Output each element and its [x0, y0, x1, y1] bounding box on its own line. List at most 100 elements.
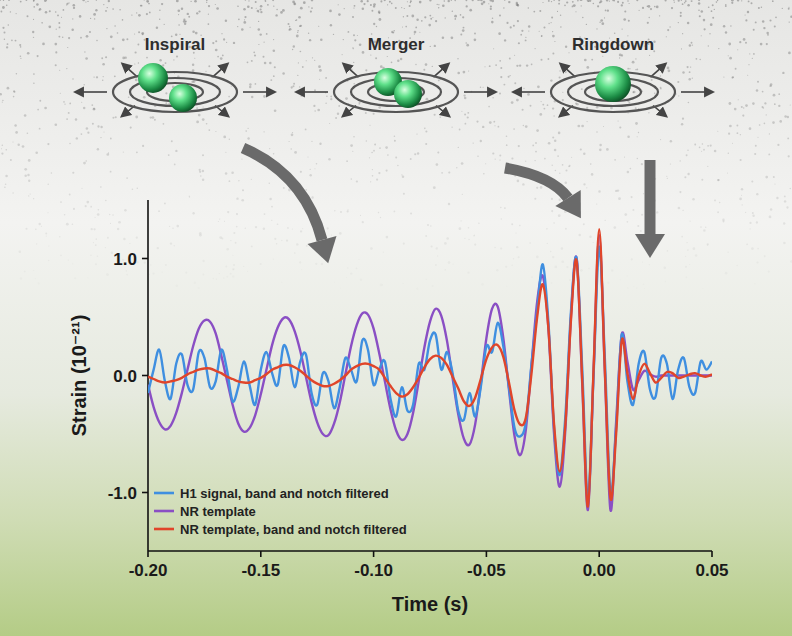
speckle	[35, 228, 37, 230]
speckle	[87, 132, 89, 134]
speckle	[140, 5, 142, 7]
speckle	[448, 203, 451, 206]
speckle	[1, 148, 2, 149]
speckle	[584, 59, 587, 62]
speckle	[227, 211, 229, 213]
speckle	[548, 142, 551, 145]
speckle	[714, 150, 717, 153]
speckle	[161, 272, 162, 273]
speckle	[20, 56, 22, 58]
speckle	[438, 4, 439, 5]
speckle	[281, 240, 282, 241]
speckle	[477, 155, 479, 157]
speckle	[103, 76, 104, 77]
speckle	[569, 165, 571, 167]
speckle	[474, 38, 477, 41]
speckle	[682, 3, 684, 5]
speckle	[37, 55, 39, 57]
speckle	[700, 226, 702, 228]
speckle	[46, 0, 47, 1]
speckle	[668, 69, 671, 72]
speckle	[401, 174, 402, 175]
speckle	[663, 266, 666, 269]
speckle	[638, 132, 639, 133]
speckle	[8, 0, 10, 1]
speckle	[591, 173, 594, 176]
speckle	[636, 0, 638, 1]
speckle	[647, 22, 649, 24]
speckle	[551, 210, 553, 212]
speckle	[299, 25, 301, 27]
speckle	[425, 143, 427, 145]
speckle	[174, 245, 175, 246]
speckle	[516, 99, 519, 102]
speckle	[39, 8, 41, 10]
speckle	[135, 79, 138, 82]
speckle	[308, 6, 309, 7]
speckle	[583, 183, 585, 185]
speckle	[373, 23, 375, 25]
speckle	[629, 68, 630, 69]
speckle	[457, 72, 460, 75]
speckle	[109, 214, 110, 215]
speckle	[219, 273, 220, 274]
speckle	[533, 11, 535, 13]
speckle	[60, 255, 62, 257]
speckle	[359, 43, 362, 46]
speckle	[232, 269, 233, 270]
speckle	[371, 152, 373, 154]
speckle	[679, 160, 680, 161]
speckle	[87, 1, 88, 2]
speckle	[274, 66, 276, 68]
speckle	[4, 38, 6, 40]
speckle	[503, 7, 504, 8]
speckle	[756, 221, 758, 223]
speckle	[714, 9, 715, 10]
speckle	[750, 228, 751, 229]
speckle	[492, 97, 493, 98]
speckle	[489, 121, 492, 124]
speckle	[1, 11, 3, 13]
speckle	[91, 104, 93, 106]
speckle	[751, 181, 753, 183]
speckle	[680, 15, 682, 17]
speckle	[146, 0, 149, 3]
speckle	[552, 31, 553, 32]
speckle	[136, 12, 137, 13]
speckle	[106, 28, 107, 29]
speckle	[378, 106, 381, 109]
x-tick-label: 0.00	[583, 561, 616, 580]
speckle	[599, 22, 600, 23]
speckle	[125, 270, 127, 272]
legend-label: NR template	[180, 504, 256, 519]
speckle	[490, 5, 492, 7]
speckle	[452, 11, 454, 13]
speckle	[1, 152, 3, 154]
speckle	[499, 60, 501, 62]
speckle	[293, 45, 295, 47]
speckle	[85, 160, 87, 162]
speckle	[275, 14, 277, 16]
speckle	[432, 66, 433, 67]
stage-label: Inspiral	[145, 35, 205, 54]
speckle	[353, 34, 355, 36]
speckle	[548, 23, 549, 24]
speckle	[276, 243, 278, 245]
speckle	[291, 86, 293, 88]
speckle	[311, 7, 313, 9]
speckle	[244, 16, 246, 18]
speckle	[249, 83, 251, 85]
speckle	[651, 79, 653, 81]
speckle	[289, 26, 291, 28]
speckle	[491, 21, 494, 24]
speckle	[144, 0, 145, 1]
speckle	[685, 256, 686, 257]
speckle	[586, 187, 587, 188]
speckle	[374, 144, 376, 146]
speckle	[96, 40, 98, 42]
speckle	[95, 217, 96, 218]
speckle	[251, 7, 253, 9]
speckle	[242, 189, 244, 191]
speckle	[404, 8, 405, 9]
speckle	[68, 37, 70, 39]
